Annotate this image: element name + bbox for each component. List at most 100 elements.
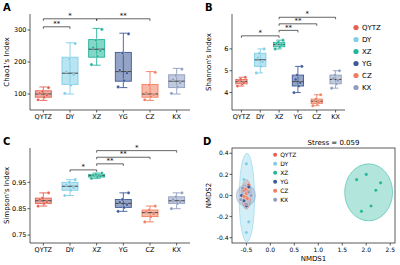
point	[263, 47, 266, 50]
whisker-cap	[239, 86, 245, 87]
x-tick-label: YG	[118, 113, 128, 121]
point	[261, 60, 264, 63]
box	[292, 75, 303, 86]
point	[338, 69, 341, 72]
point	[174, 74, 177, 77]
point	[256, 56, 259, 59]
median	[311, 101, 322, 102]
box	[89, 40, 105, 58]
legend-label: CZ	[362, 72, 372, 80]
point	[41, 90, 44, 93]
y-tick-label: 0.95	[12, 179, 26, 187]
median	[255, 59, 266, 60]
point	[171, 198, 174, 201]
plot-area	[236, 153, 392, 242]
median	[236, 81, 247, 82]
point	[121, 51, 124, 54]
point	[239, 198, 243, 202]
significance-label: **	[285, 24, 293, 32]
legend-marker	[353, 37, 358, 42]
point	[90, 63, 93, 66]
y-tick	[28, 94, 31, 95]
median	[35, 200, 51, 201]
x-tick-label: 0.5	[290, 246, 300, 253]
point	[72, 73, 75, 76]
point	[335, 82, 338, 85]
plot-frame	[232, 148, 395, 243]
x-axis-line	[232, 110, 345, 111]
panel-letter: D	[203, 136, 211, 147]
y-axis-line	[232, 14, 233, 110]
whisker-cap	[173, 68, 181, 69]
whisker-cap	[66, 94, 74, 95]
significance-label: **	[107, 157, 115, 165]
significance-label: **	[294, 17, 302, 25]
point	[174, 195, 177, 198]
point	[333, 73, 336, 76]
point	[244, 76, 247, 79]
x-axis-line	[30, 110, 190, 111]
point	[91, 46, 94, 49]
y-tick	[230, 92, 233, 93]
point	[246, 197, 250, 201]
point	[258, 52, 261, 55]
y-axis-label: NMDS2	[205, 183, 213, 209]
figure: AChao1's Index100200300QYTZDYXZYGCZKX***…	[0, 0, 400, 265]
median	[62, 73, 78, 74]
point	[274, 47, 277, 50]
point	[123, 79, 126, 82]
point	[292, 91, 295, 94]
median	[89, 49, 105, 50]
point	[247, 220, 251, 224]
point	[294, 78, 297, 81]
legend-label: YG	[361, 60, 372, 68]
legend-marker	[273, 180, 277, 184]
whisker-cap	[276, 40, 282, 41]
point	[65, 183, 68, 186]
whisker-cap	[257, 48, 263, 49]
point	[280, 43, 283, 46]
point	[148, 83, 151, 86]
median	[115, 203, 131, 204]
point	[72, 186, 75, 189]
whisker-cap	[119, 211, 127, 212]
point	[100, 171, 103, 174]
x-tick-label: KX	[172, 246, 181, 254]
legend-marker	[353, 25, 358, 30]
point	[125, 72, 128, 75]
whisker-cap	[295, 92, 301, 93]
point	[374, 188, 378, 192]
x-tick-label: 1.5	[337, 246, 347, 253]
x-tick-label: XZ	[92, 113, 101, 121]
whisker-cap	[39, 86, 47, 87]
whisker-cap	[119, 87, 127, 88]
x-tick-label: XZ	[92, 246, 101, 254]
point	[74, 178, 77, 181]
significance-group	[241, 17, 335, 38]
x-tick-label: CZ	[146, 246, 156, 254]
point	[154, 204, 157, 207]
y-tick-label: 0.0	[219, 192, 229, 199]
point	[249, 194, 253, 198]
point	[242, 178, 246, 182]
point	[360, 210, 364, 214]
x-tick-label: DY	[256, 113, 265, 121]
panel-letter: C	[3, 136, 10, 147]
whisker-cap	[93, 65, 101, 66]
legend-marker	[273, 162, 277, 166]
x-tick-label: 2.5	[385, 246, 395, 253]
whisker-cap	[257, 72, 263, 73]
whisker-cap	[173, 208, 181, 209]
y-tick	[28, 182, 31, 183]
significance-label: *	[135, 144, 139, 152]
point	[247, 185, 251, 189]
legend-label: YG	[279, 178, 289, 185]
median	[292, 81, 303, 82]
x-tick-label: KX	[172, 113, 181, 121]
point	[117, 85, 120, 88]
box	[62, 57, 78, 84]
x-tick-label: DY	[66, 246, 75, 254]
point	[245, 162, 249, 166]
point	[127, 191, 130, 194]
whisker-cap	[295, 66, 301, 67]
